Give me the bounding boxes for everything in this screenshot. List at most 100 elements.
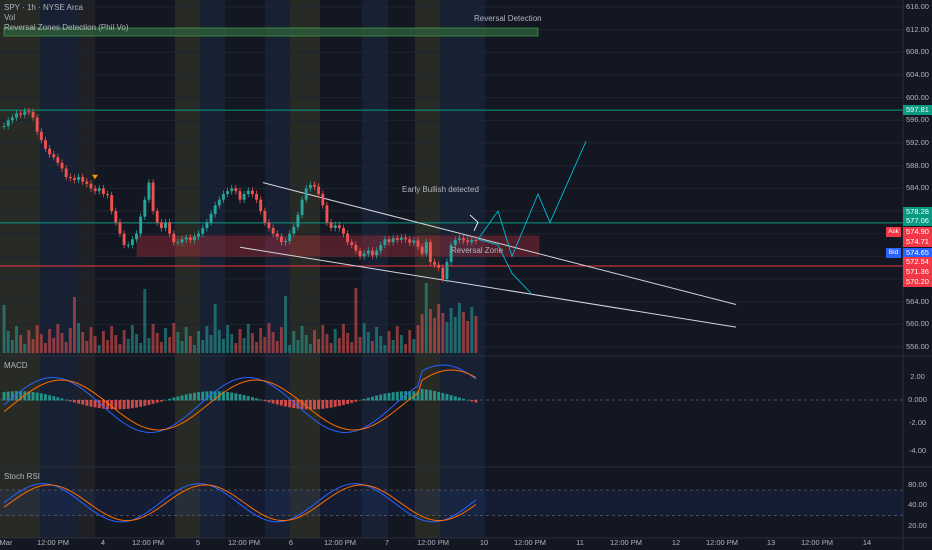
macd-histogram-bar — [263, 400, 267, 402]
time-axis-label: 14 — [862, 538, 872, 547]
candle-body — [201, 228, 205, 234]
candle-body — [155, 211, 159, 223]
volume-bar — [466, 321, 470, 353]
macd-histogram-bar — [387, 392, 391, 401]
projection-up-path — [477, 141, 587, 258]
volume-bar — [445, 322, 449, 353]
candle-body — [44, 140, 47, 149]
macd-histogram-bar — [135, 400, 138, 408]
session-band-8 — [415, 0, 440, 538]
volume-legend[interactable]: Vol — [4, 13, 16, 22]
macd-histogram-bar — [474, 400, 478, 403]
candle-body — [470, 239, 474, 243]
candle-body — [130, 239, 134, 245]
candle-body — [428, 242, 432, 262]
volume-bar — [15, 326, 18, 353]
macd-histogram-bar — [466, 399, 470, 401]
symbol-title[interactable]: SPY · 1h · NYSE Arca — [4, 3, 83, 12]
stoch-k-line — [3, 483, 477, 523]
macd-histogram-bar — [193, 392, 196, 401]
volume-bar — [52, 338, 56, 353]
price-axis-label: 596.00 — [906, 115, 929, 125]
macd-histogram-bar — [56, 397, 60, 401]
macd-histogram-bar — [159, 400, 163, 402]
candle-body — [39, 131, 43, 141]
candle-body — [85, 181, 89, 184]
price-tag-prefix: Bid — [886, 248, 901, 258]
macd-histogram-bar — [2, 392, 6, 401]
candle-body — [110, 195, 114, 211]
volume-bar — [118, 344, 122, 353]
macd-histogram-bar — [453, 396, 457, 401]
volume-bar — [217, 330, 221, 353]
macd-histogram-bar — [68, 400, 72, 402]
candle-body — [197, 233, 201, 237]
price-tag: 597.81 — [903, 105, 932, 115]
volume-bar — [93, 336, 97, 353]
macd-histogram-bar — [10, 391, 14, 401]
stoch-rsi-title[interactable]: Stoch RSI — [4, 472, 41, 481]
volume-bar — [159, 342, 163, 353]
price-axis-label: 612.00 — [906, 24, 929, 34]
price-tag: 572.54 — [903, 257, 932, 267]
macd-histogram-bar — [321, 400, 325, 409]
macd-histogram-bar — [383, 393, 387, 401]
volume-bar — [176, 332, 180, 353]
volume-bar — [106, 340, 109, 353]
volume-bar — [308, 344, 312, 353]
candle-body — [449, 245, 453, 262]
volume-bar — [126, 339, 130, 353]
macd-histogram-bar — [300, 400, 304, 409]
macd-histogram-bar — [379, 394, 383, 401]
candle-body — [15, 113, 18, 118]
candle-body — [19, 113, 23, 115]
candle-body — [135, 233, 138, 240]
volume-bar — [271, 332, 275, 353]
volume-bar — [346, 333, 350, 353]
indicator-legend[interactable]: Reversal Zones Detection (Phil Vo) — [4, 23, 129, 32]
candle-body — [346, 233, 350, 243]
volume-bar — [151, 324, 155, 353]
candle-body — [213, 205, 217, 214]
candle-body — [184, 237, 188, 240]
volume-bar — [242, 338, 246, 353]
volume-bar — [56, 324, 60, 353]
volume-bar — [135, 334, 138, 353]
candle-body — [313, 184, 316, 187]
candle-body — [433, 262, 436, 265]
volume-bar — [188, 336, 192, 353]
volume-bar — [337, 338, 341, 353]
time-axis-label: 12:00 PM — [131, 538, 165, 547]
time-axis-label: 10 — [479, 538, 489, 547]
macd-histogram-bar — [64, 399, 68, 401]
price-tag: 574.71 — [903, 237, 932, 247]
candle-body — [337, 225, 341, 228]
macd-histogram-bar — [89, 400, 93, 407]
macd-histogram-bar — [209, 391, 213, 401]
macd-histogram-bar — [424, 389, 428, 401]
signal-triangle — [92, 174, 98, 180]
volume-bar — [366, 332, 370, 353]
candle-body — [172, 233, 176, 243]
candle-body — [221, 194, 225, 200]
macd-histogram-bar — [404, 391, 408, 401]
volume-bar — [168, 337, 172, 353]
macd-histogram-bar — [371, 396, 374, 401]
volume-bar — [44, 343, 47, 353]
candle-body — [362, 253, 366, 257]
macd-histogram-bar — [433, 390, 436, 401]
volume-bar — [246, 324, 250, 353]
macd-histogram-bar — [72, 400, 76, 403]
candle-body — [93, 188, 97, 192]
candle-body — [395, 238, 399, 240]
macd-histogram-bar — [44, 394, 47, 401]
volume-bar — [441, 313, 445, 353]
candle-body — [31, 111, 35, 118]
volume-bar — [375, 327, 379, 353]
volume-bar — [31, 339, 35, 353]
macd-title[interactable]: MACD — [4, 361, 28, 370]
candle-body — [424, 242, 428, 254]
candle-body — [404, 237, 408, 240]
macd-histogram-bar — [250, 397, 254, 401]
